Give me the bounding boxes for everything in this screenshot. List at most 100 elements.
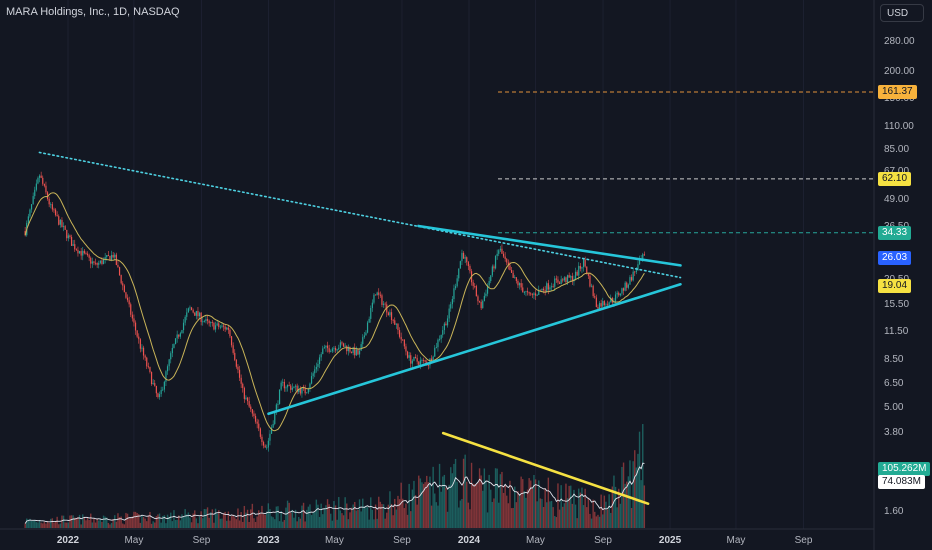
candle-body — [197, 311, 199, 317]
candle-body — [475, 286, 477, 297]
candle-body — [64, 226, 66, 230]
volume-bar — [110, 522, 113, 528]
candle-body — [437, 339, 439, 348]
candle-body — [320, 354, 322, 358]
volume-bar — [146, 521, 148, 528]
volume-bar — [302, 502, 305, 528]
candle-body — [496, 253, 498, 257]
candle-body — [517, 280, 519, 286]
volume-bar — [243, 505, 246, 528]
triangle-resistance-line[interactable] — [417, 224, 682, 267]
volume-bar — [603, 495, 606, 528]
volume-bar — [573, 489, 575, 528]
volume-bar — [274, 519, 276, 528]
candle-body — [75, 249, 77, 251]
volume-bar — [578, 488, 580, 528]
volume-bar — [45, 523, 47, 528]
candlesticks — [24, 171, 645, 452]
volume-bar — [149, 511, 151, 528]
candle-body — [494, 256, 497, 269]
volume-bar — [462, 458, 465, 528]
candle-body — [491, 266, 493, 276]
volume-bar — [339, 510, 342, 528]
candle-body — [443, 323, 445, 331]
candle-body — [83, 250, 85, 254]
candle-body — [40, 175, 42, 178]
candle-body — [558, 282, 561, 284]
volume-bar — [605, 501, 607, 528]
volume-bar — [314, 511, 316, 528]
volume-average-line — [24, 462, 645, 524]
volume-bar — [536, 501, 538, 528]
symbol-title[interactable]: MARA Holdings, Inc., 1D, NASDAQ — [6, 6, 180, 18]
candle-body — [403, 339, 405, 347]
candle-body — [283, 381, 285, 389]
volume-bar — [555, 517, 558, 528]
volume-bar — [291, 509, 294, 528]
candle-body — [179, 333, 181, 337]
volume-bar — [349, 512, 351, 528]
candle-body — [360, 344, 362, 351]
candle-body — [235, 359, 237, 367]
volume-bar — [568, 485, 570, 528]
candle-body — [142, 347, 145, 356]
volume-bar — [355, 510, 358, 528]
volume-bar — [512, 507, 514, 528]
volume-bar — [384, 518, 386, 528]
volume-bar — [122, 523, 124, 528]
candle-body — [178, 334, 180, 337]
volume-bar — [506, 495, 508, 528]
volume-bar — [435, 502, 438, 528]
volume-bar — [299, 518, 302, 528]
candle-body — [206, 319, 209, 321]
candle-body — [128, 300, 130, 305]
candle-body — [256, 421, 258, 424]
price-badge: 161.37 — [878, 84, 917, 99]
candle-body — [635, 270, 637, 272]
volume-bar — [165, 523, 167, 528]
candle-body — [509, 265, 511, 271]
candle-body — [538, 289, 540, 295]
candle-body — [312, 373, 314, 377]
candle-body — [318, 357, 321, 365]
candle-body — [547, 283, 549, 290]
volume-bar — [402, 498, 404, 528]
candle-body — [106, 255, 108, 258]
volume-bar — [510, 508, 513, 528]
candle-body — [454, 286, 457, 289]
volume-bar — [544, 488, 546, 528]
candle-body — [618, 292, 620, 296]
volume-bar — [374, 504, 377, 528]
candle-body — [85, 253, 87, 255]
volume-bar — [611, 486, 614, 528]
volume-downtrend-line[interactable] — [441, 431, 650, 505]
candle-body — [211, 322, 213, 323]
candle-body — [77, 250, 79, 254]
triangle-support-line[interactable] — [267, 282, 682, 416]
volume-bar — [376, 518, 378, 528]
candle-body — [576, 271, 578, 276]
volume-bar — [322, 514, 324, 528]
currency-button[interactable]: USD — [880, 4, 924, 22]
candle-body — [493, 266, 495, 269]
long-term-resistance-line[interactable] — [38, 151, 682, 279]
volume-bar — [520, 476, 522, 528]
volume-bar — [170, 512, 172, 528]
volume-bar — [101, 521, 103, 528]
volume-bar — [30, 521, 33, 528]
candle-body — [123, 285, 125, 293]
volume-bar — [262, 513, 265, 528]
candle-body — [163, 381, 165, 390]
price-tick-label: 5.00 — [884, 402, 904, 414]
volume-bar — [587, 497, 590, 528]
candle-body — [152, 383, 154, 385]
candle-body — [565, 277, 567, 283]
candle-body — [330, 351, 332, 353]
candle-body — [438, 339, 441, 340]
candle-body — [472, 282, 474, 287]
candle-body — [530, 293, 532, 295]
candle-body — [478, 301, 481, 303]
candle-body — [405, 346, 407, 352]
volume-bar — [413, 480, 415, 528]
